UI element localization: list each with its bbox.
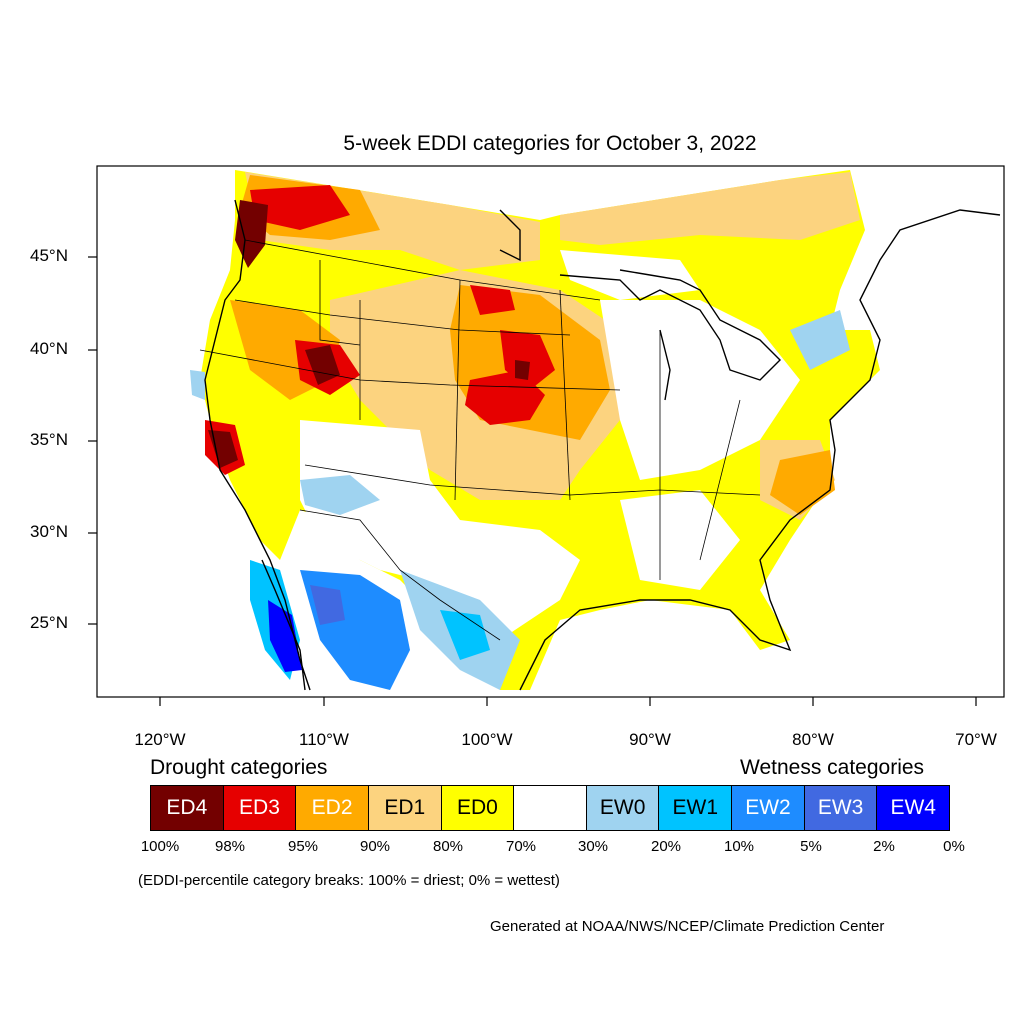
break-label: 5% [800, 838, 822, 855]
lon-label-70w: 70°W [955, 730, 997, 749]
ed1-region [560, 172, 860, 245]
break-label: 2% [873, 838, 895, 855]
legend-cell-ed1: ED1 [368, 786, 442, 830]
break-label: 95% [287, 838, 319, 855]
ed3-region [250, 185, 350, 230]
break-label: 0% [943, 838, 965, 855]
break-label: 70% [505, 838, 537, 855]
ew1-region [440, 610, 490, 660]
category-note: (EDDI-percentile category breaks: 100% =… [138, 872, 560, 889]
break-label: 90% [359, 838, 391, 855]
legend-cell-ew3: EW3 [804, 786, 878, 830]
state-borders [199, 239, 761, 641]
lon-label-110w: 110°W [299, 730, 349, 749]
lon-label-80w: 80°W [792, 730, 834, 749]
legend-cell-ew1: EW1 [659, 786, 733, 830]
break-label: 98% [214, 838, 246, 855]
lon-label-100w: 100°W [461, 730, 513, 749]
legend-cell-ew0: EW0 [586, 786, 660, 830]
legend-cell-ew4: EW4 [877, 786, 950, 830]
legend-cell-neutral [514, 786, 587, 830]
neutral-region [620, 490, 740, 590]
credit-line: Generated at NOAA/NWS/NCEP/Climate Predi… [490, 918, 885, 935]
lon-label-120w: 120°W [134, 730, 186, 749]
neutral-region [600, 300, 800, 480]
legend-bar: ED4 ED3 ED2 ED1 ED0 EW0 EW1 EW2 EW3 EW4 [150, 785, 950, 831]
break-label: 30% [577, 838, 609, 855]
lon-label-90w: 90°W [629, 730, 671, 749]
lat-label-25: 25°N [30, 613, 68, 632]
map-frame [96, 165, 1005, 698]
ed4-region [208, 430, 238, 468]
legend-cell-ed0: ED0 [441, 786, 515, 830]
ew0-region [300, 475, 380, 515]
ed3-region [470, 285, 515, 315]
lat-label-40: 40°N [30, 339, 68, 358]
drought-heading: Drought categories [150, 756, 328, 779]
map-field [190, 170, 1001, 691]
ew3-region [310, 585, 345, 625]
lat-label-35: 35°N [30, 430, 68, 449]
coastlines [204, 199, 1001, 691]
ew0-region [790, 310, 850, 370]
lat-label-30: 30°N [30, 522, 68, 541]
ed3-region [500, 330, 555, 390]
axis-ticks [88, 256, 977, 706]
legend-cell-ed2: ED2 [296, 786, 369, 830]
ed4-region [515, 360, 530, 380]
legend-cell-ed3: ED3 [223, 786, 297, 830]
break-label: 20% [650, 838, 682, 855]
lat-label-45: 45°N [30, 246, 68, 265]
legend-cell-ew2: EW2 [732, 786, 805, 830]
break-label: 100% [140, 838, 180, 855]
ew4-region [268, 600, 302, 672]
neutral-region [560, 250, 700, 300]
ew0-region [190, 370, 205, 400]
break-label: 80% [432, 838, 464, 855]
legend-cell-ed4: ED4 [151, 786, 224, 830]
map-title: 5-week EDDI categories for October 3, 20… [343, 132, 757, 155]
wetness-heading: Wetness categories [740, 756, 925, 779]
break-label: 10% [723, 838, 755, 855]
